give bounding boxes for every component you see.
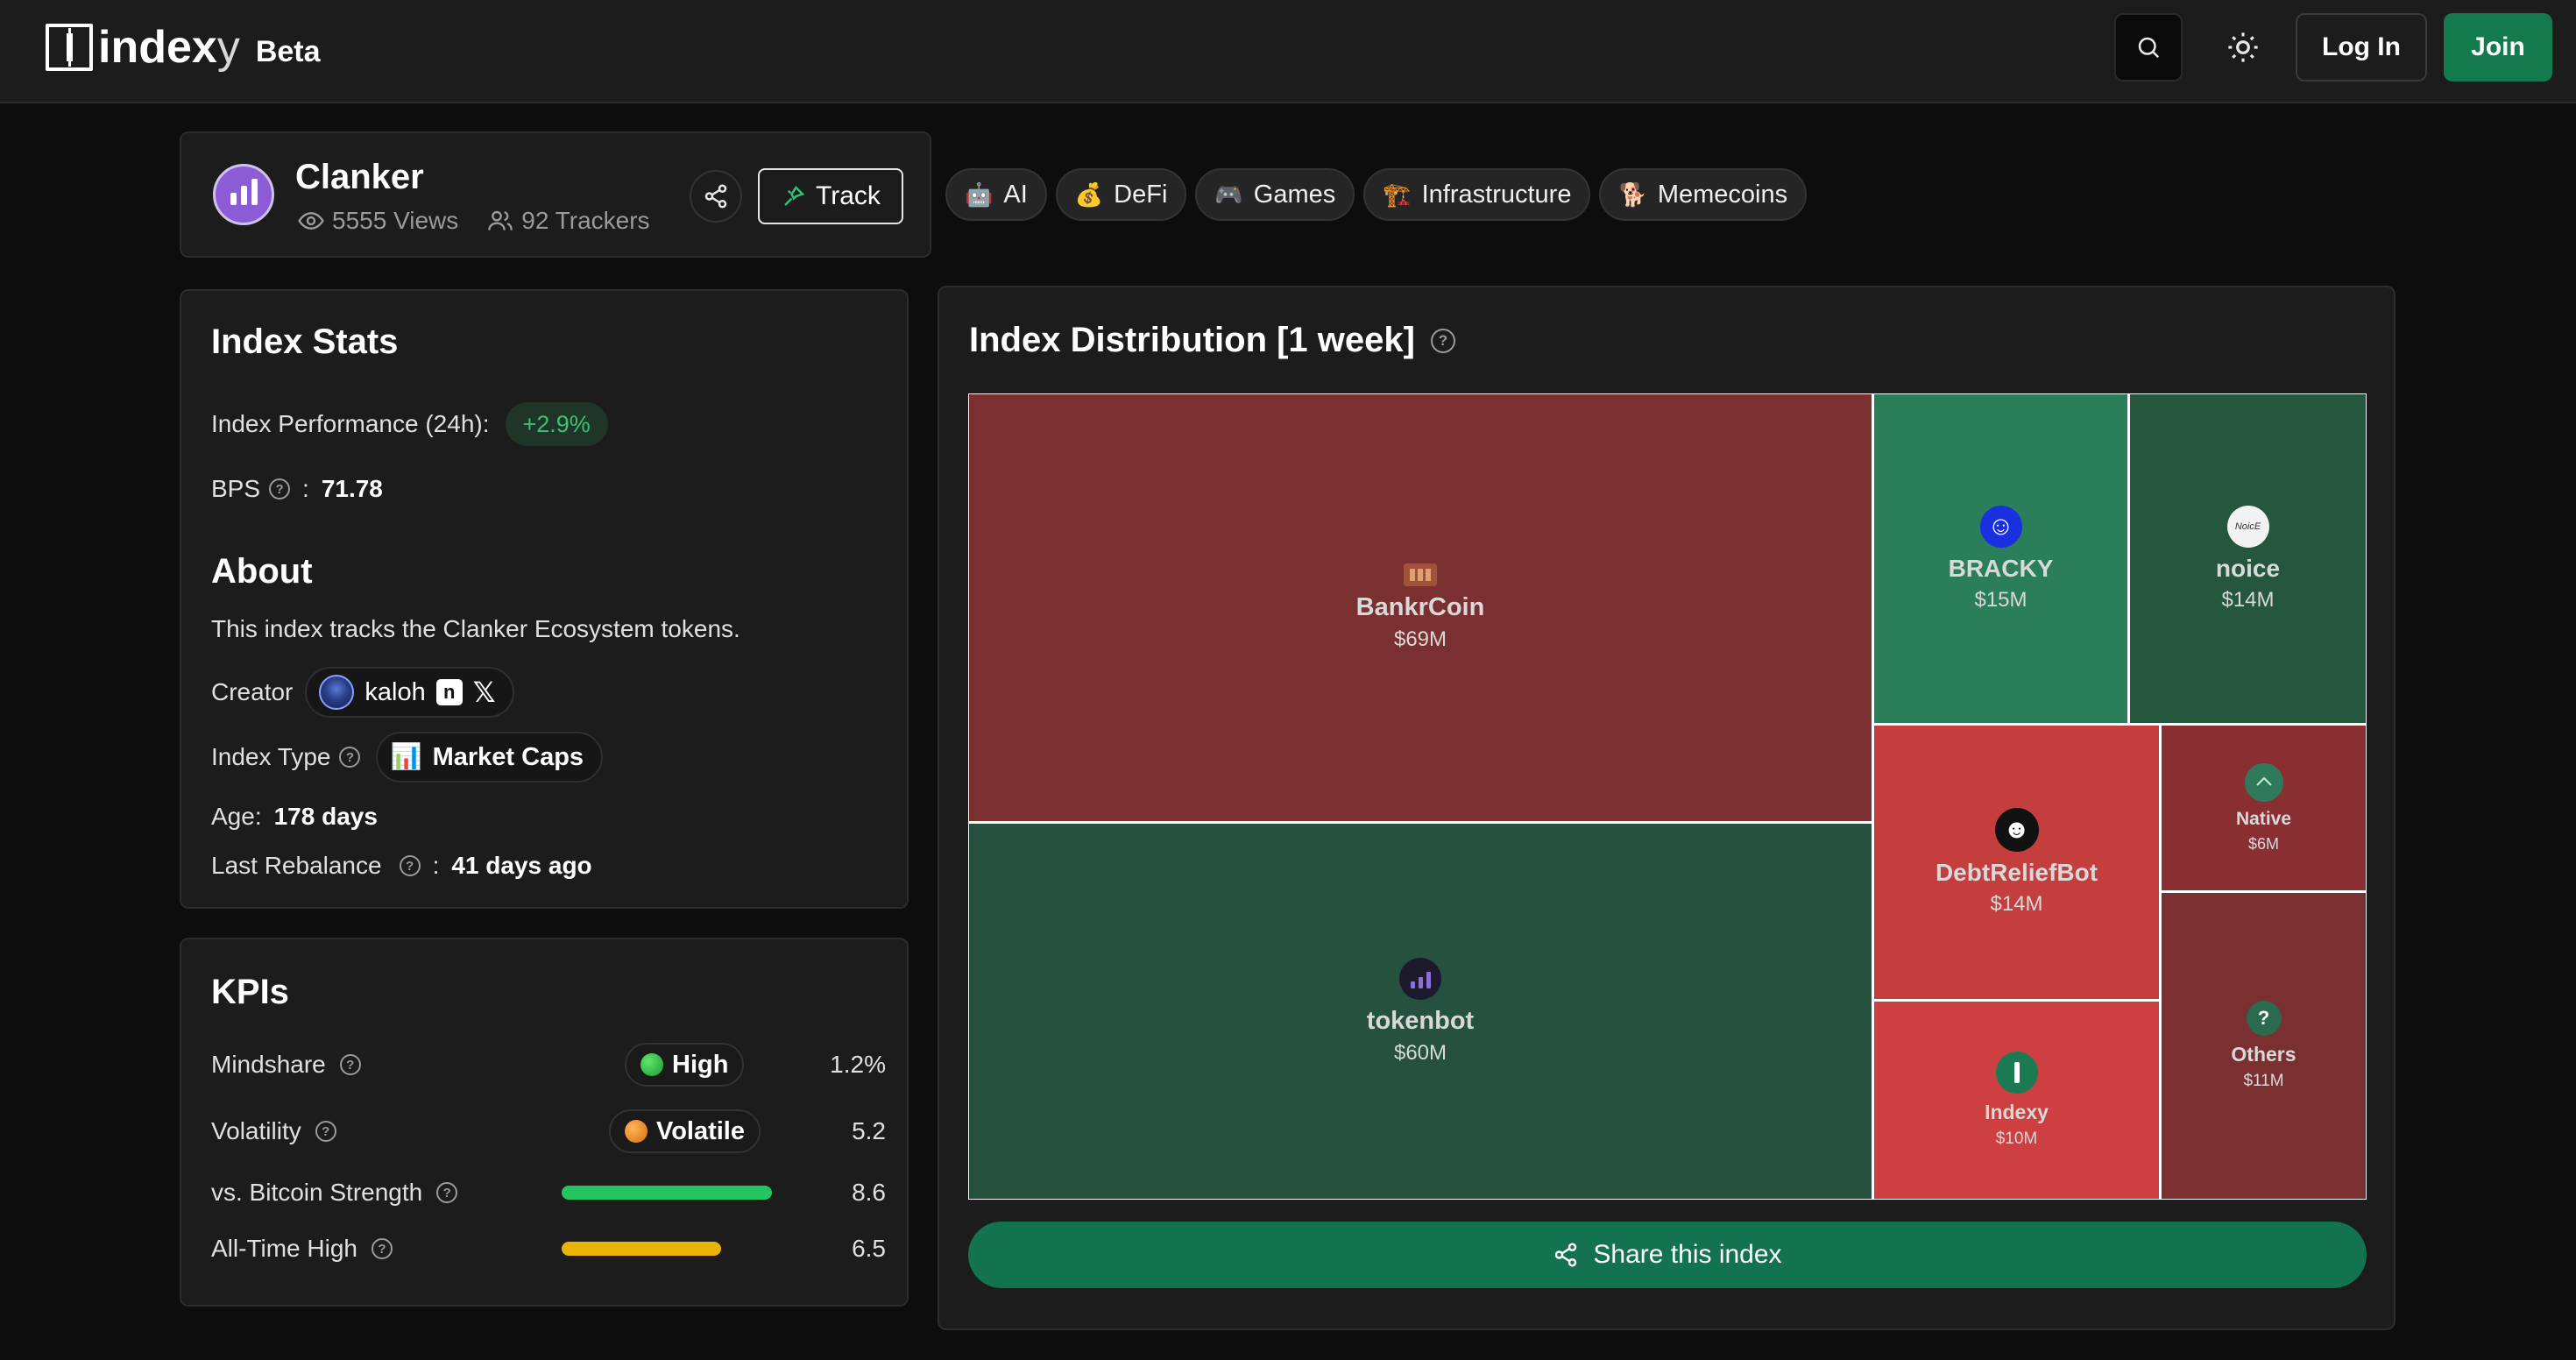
btc-strength-bar-fill xyxy=(562,1186,772,1200)
ath-bar xyxy=(562,1242,772,1256)
logo[interactable]: indexy Beta xyxy=(46,21,321,74)
tile-noice[interactable]: NoicE noice $14M xyxy=(2130,394,2366,723)
login-button[interactable]: Log In xyxy=(2296,13,2427,81)
theme-toggle-button[interactable] xyxy=(2209,13,2277,81)
index-stats-card: Index Stats Index Performance (24h): +2.… xyxy=(180,289,909,909)
track-button[interactable]: Track xyxy=(758,168,903,224)
tile-bankrcoin[interactable]: BankrCoin $69M xyxy=(969,394,1872,821)
help-icon[interactable]: ? xyxy=(339,747,361,768)
about-text: This index tracks the Clanker Ecosystem … xyxy=(211,615,740,642)
farcaster-icon[interactable]: n xyxy=(435,679,463,705)
tag-defi[interactable]: 💰 DeFi xyxy=(1055,168,1187,221)
track-icon xyxy=(784,186,805,206)
debtreliefbot-icon: ☻ xyxy=(1994,808,2039,852)
tile-bracky[interactable]: ☺ BRACKY $15M xyxy=(1874,394,2127,723)
treemap: BankrCoin $69M tokenbot $60M ☺ BRACKY $1… xyxy=(968,393,2367,1200)
index-type-row: Index Type ? 📊 Market Caps xyxy=(211,731,604,783)
index-title-card: Clanker 5555 Views 92 Trackers Track xyxy=(180,131,931,258)
native-icon xyxy=(2244,762,2283,802)
help-icon[interactable]: ? xyxy=(372,1238,393,1259)
category-tags: 🤖 AI 💰 DeFi 🎮 Games 🏗️ Infrastructure 🐕 Memec… xyxy=(945,168,1808,221)
help-icon[interactable]: ? xyxy=(269,478,291,499)
index-name: Clanker xyxy=(295,158,424,196)
kpi-all-time-high: All-Time High ? 6.5 xyxy=(211,1235,886,1262)
kpis-title: KPIs xyxy=(211,973,289,1011)
help-icon[interactable]: ? xyxy=(436,1182,458,1203)
beta-label: Beta xyxy=(255,34,321,68)
tile-native[interactable]: Native $6M xyxy=(2162,726,2366,890)
trackers-count: 92 Trackers xyxy=(486,207,650,235)
tile-debtreliefbot[interactable]: ☻ DebtReliefBot $14M xyxy=(1874,726,2159,999)
bracky-icon: ☺ xyxy=(1979,505,2022,548)
chart-icon: 📊 xyxy=(390,743,422,771)
age-row: Age: 178 days xyxy=(211,803,378,830)
btc-strength-bar xyxy=(562,1186,772,1200)
search-icon xyxy=(2138,37,2160,59)
share-icon xyxy=(704,184,727,209)
tile-others[interactable]: ? Others $11M xyxy=(2162,893,2366,1199)
bankrcoin-icon xyxy=(1404,563,1437,586)
share-icon-button[interactable] xyxy=(690,170,742,223)
help-icon[interactable]: ? xyxy=(1430,328,1455,353)
question-icon: ? xyxy=(2246,1001,2282,1036)
status-dot-icon xyxy=(625,1120,648,1143)
avatar xyxy=(319,675,355,710)
about-title: About xyxy=(211,552,313,591)
kpi-mindshare: Mindshare ? High 1.2% xyxy=(211,1043,886,1087)
share-icon xyxy=(1555,1243,1577,1267)
volatility-badge: Volatile xyxy=(609,1109,761,1153)
logo-candle-icon xyxy=(46,24,93,71)
creator-chip[interactable]: kaloh n 𝕏 xyxy=(305,667,515,718)
rebalance-row: Last Rebalance ? : 41 days ago xyxy=(211,852,592,879)
tag-games[interactable]: 🎮 Games xyxy=(1195,168,1355,221)
kpi-volatility: Volatility ? Volatile 5.2 xyxy=(211,1109,886,1153)
tag-infrastructure[interactable]: 🏗️ Infrastructure xyxy=(1363,168,1591,221)
index-distribution-card: Index Distribution [1 week] ? BankrCoin … xyxy=(938,286,2396,1330)
tile-indexy[interactable]: Indexy $10M xyxy=(1874,1002,2159,1199)
help-icon[interactable]: ? xyxy=(339,1054,361,1075)
help-icon[interactable]: ? xyxy=(315,1121,336,1142)
x-icon[interactable]: 𝕏 xyxy=(472,676,496,708)
performance-row: Index Performance (24h): +2.9% xyxy=(211,400,608,449)
noice-icon: NoicE xyxy=(2226,505,2269,548)
index-stats-title: Index Stats xyxy=(211,322,399,361)
ath-bar-fill xyxy=(562,1242,722,1256)
views-count: 5555 Views xyxy=(297,207,458,235)
tokenbot-icon xyxy=(1399,957,1441,1000)
index-meta: 5555 Views 92 Trackers xyxy=(297,207,678,235)
index-type-chip: 📊 Market Caps xyxy=(376,732,604,783)
logo-text: indexy xyxy=(98,22,240,73)
indexy-icon xyxy=(1995,1052,2038,1094)
share-index-button[interactable]: Share this index xyxy=(968,1222,2367,1288)
search-button[interactable] xyxy=(2114,13,2183,81)
sun-icon xyxy=(2228,32,2258,62)
top-header: indexy Beta Log In Join xyxy=(0,0,2576,103)
distribution-title: Index Distribution [1 week] ? xyxy=(969,321,1455,360)
index-avatar-icon xyxy=(213,164,274,225)
tag-ai[interactable]: 🤖 AI xyxy=(945,168,1047,221)
bps-row: BPS ? : 71.78 xyxy=(211,475,383,502)
performance-badge: +2.9% xyxy=(505,402,608,446)
kpi-btc-strength: vs. Bitcoin Strength ? 8.6 xyxy=(211,1179,886,1206)
status-dot-icon xyxy=(640,1053,663,1076)
join-button[interactable]: Join xyxy=(2444,13,2552,81)
users-icon xyxy=(488,210,513,230)
creator-row: Creator kaloh n 𝕏 xyxy=(211,666,515,719)
kpis-card: KPIs Mindshare ? High 1.2% Volatility ? … xyxy=(180,938,909,1307)
help-icon[interactable]: ? xyxy=(399,855,421,876)
eye-icon xyxy=(298,212,324,230)
tag-memecoins[interactable]: 🐕 Memecoins xyxy=(1599,168,1808,221)
tile-tokenbot[interactable]: tokenbot $60M xyxy=(969,824,1872,1199)
mindshare-badge: High xyxy=(625,1043,745,1087)
